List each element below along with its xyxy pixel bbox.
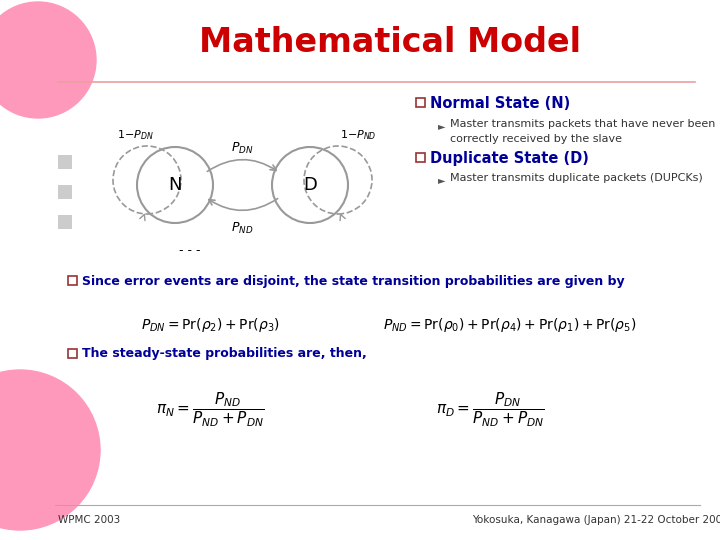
Text: Yokosuka, Kanagawa (Japan) 21-22 October 2003: Yokosuka, Kanagawa (Japan) 21-22 October…	[472, 515, 720, 525]
Text: - - -: - - -	[179, 244, 201, 256]
Text: N: N	[168, 176, 181, 194]
Bar	[416, 153, 425, 162]
Bar	[416, 98, 425, 107]
Text: $1\mathrm{-}P_{ND}$: $1\mathrm{-}P_{ND}$	[340, 128, 377, 142]
Text: $1\mathrm{-}P_{DN}$: $1\mathrm{-}P_{DN}$	[117, 128, 153, 142]
Text: Normal State (N): Normal State (N)	[430, 96, 570, 111]
Text: ►: ►	[438, 121, 446, 131]
Bar	[58, 215, 72, 229]
Text: $\pi_D = \dfrac{P_{DN}}{P_{ND} + P_{DN}}$: $\pi_D = \dfrac{P_{DN}}{P_{ND} + P_{DN}}…	[436, 391, 544, 429]
Text: Duplicate State (D): Duplicate State (D)	[430, 151, 589, 165]
Text: Mathematical Model: Mathematical Model	[199, 25, 581, 58]
Bar	[68, 276, 77, 285]
Bar	[68, 349, 77, 358]
Text: Since error events are disjoint, the state transition probabilities are given by: Since error events are disjoint, the sta…	[82, 274, 625, 287]
Text: $P_{DN}$: $P_{DN}$	[231, 140, 253, 156]
Text: The steady-state probabilities are, then,: The steady-state probabilities are, then…	[82, 348, 366, 361]
Bar	[58, 185, 72, 199]
Text: $P_{DN} = \mathrm{Pr}(\rho_2) + \mathrm{Pr}(\rho_3)$: $P_{DN} = \mathrm{Pr}(\rho_2) + \mathrm{…	[140, 316, 279, 334]
Text: $P_{ND}$: $P_{ND}$	[231, 220, 253, 235]
Text: D: D	[303, 176, 317, 194]
Text: $\pi_N = \dfrac{P_{ND}}{P_{ND} + P_{DN}}$: $\pi_N = \dfrac{P_{ND}}{P_{ND} + P_{DN}}…	[156, 391, 264, 429]
Text: $P_{ND} = \mathrm{Pr}(\rho_0) + \mathrm{Pr}(\rho_4) + \mathrm{Pr}(\rho_1) + \mat: $P_{ND} = \mathrm{Pr}(\rho_0) + \mathrm{…	[383, 316, 636, 334]
Text: WPMC 2003: WPMC 2003	[58, 515, 120, 525]
Circle shape	[0, 370, 100, 530]
Text: correctly received by the slave: correctly received by the slave	[450, 134, 622, 144]
Bar	[58, 155, 72, 169]
Text: ►: ►	[438, 175, 446, 185]
Text: Master transmits duplicate packets (DUPCKs): Master transmits duplicate packets (DUPC…	[450, 173, 703, 183]
Text: Master transmits packets that have never been: Master transmits packets that have never…	[450, 119, 716, 129]
Circle shape	[0, 2, 96, 118]
